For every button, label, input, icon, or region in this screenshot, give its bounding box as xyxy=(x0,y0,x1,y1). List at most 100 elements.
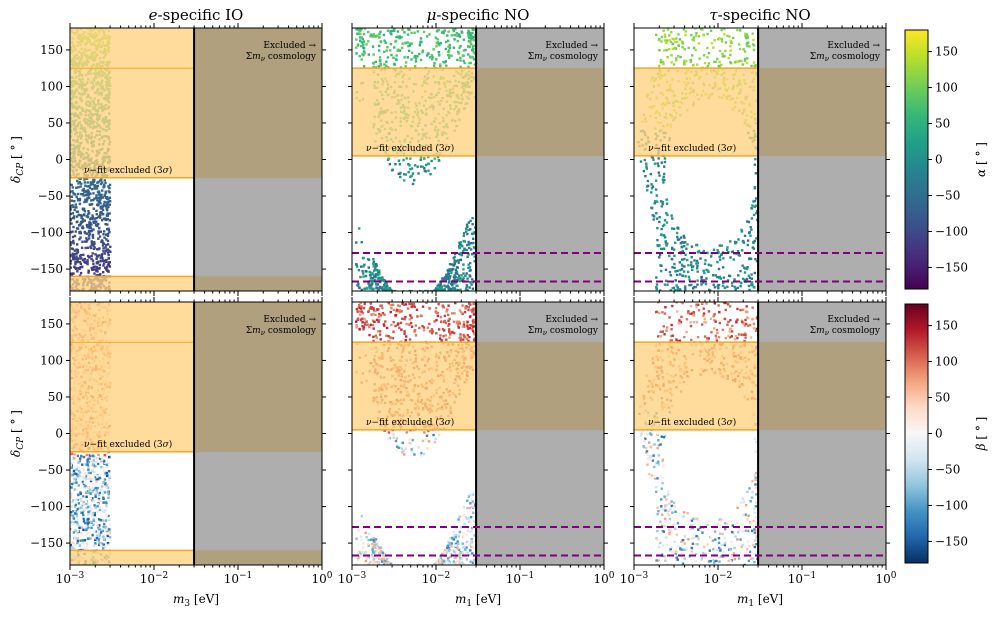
scatter-point xyxy=(651,156,654,159)
scatter-point xyxy=(721,52,724,56)
scatter-point xyxy=(712,248,716,252)
scatter-point xyxy=(411,298,413,300)
scatter-point xyxy=(93,474,96,477)
scatter-point xyxy=(684,288,687,291)
scatter-point xyxy=(747,284,751,288)
scatter-point xyxy=(85,215,88,218)
scatter-point xyxy=(75,255,78,258)
scatter-point xyxy=(664,241,668,245)
scatter-point xyxy=(695,262,698,265)
scatter-point xyxy=(695,32,698,35)
scatter-point xyxy=(716,260,719,264)
scatter-point xyxy=(74,193,77,196)
scatter-point xyxy=(655,276,658,279)
scatter-point xyxy=(445,64,448,67)
scatter-point xyxy=(465,248,468,252)
scatter-point xyxy=(363,263,366,266)
scatter-point xyxy=(729,49,732,52)
scatter-point xyxy=(463,248,466,252)
scatter-point xyxy=(407,295,409,297)
scatter-point xyxy=(99,230,103,233)
scatter-point xyxy=(681,40,684,43)
scatter-point xyxy=(665,41,668,45)
scatter-point xyxy=(400,36,403,39)
scatter-point xyxy=(79,531,82,535)
scatter-point xyxy=(399,295,401,297)
scatter-point xyxy=(107,461,110,464)
scatter-point xyxy=(447,30,450,33)
scatter-point xyxy=(462,232,466,235)
scatter-point xyxy=(97,497,101,501)
scatter-point xyxy=(362,65,366,68)
scatter-point xyxy=(98,457,102,460)
scatter-point xyxy=(657,164,660,168)
scatter-point xyxy=(87,237,91,240)
scatter-point xyxy=(719,253,723,257)
scatter-point xyxy=(100,487,104,490)
scatter-point xyxy=(371,276,375,280)
scatter-point xyxy=(740,228,743,232)
scatter-point xyxy=(445,40,448,44)
scatter-point xyxy=(442,31,445,35)
scatter-point xyxy=(472,51,475,54)
scatter-point xyxy=(441,277,444,280)
scatter-point xyxy=(468,269,471,272)
scatter-point xyxy=(79,265,82,269)
scatter-point xyxy=(104,181,107,185)
scatter-point xyxy=(96,536,99,540)
scatter-point xyxy=(86,225,89,229)
scatter-point xyxy=(471,216,474,220)
scatter-point xyxy=(436,40,440,44)
scatter-point xyxy=(70,208,72,212)
scatter-point xyxy=(376,273,379,277)
scatter-point xyxy=(690,33,693,37)
scatter-point xyxy=(748,276,752,280)
scatter-point xyxy=(407,292,409,294)
scatter-point xyxy=(712,46,715,49)
scatter-point xyxy=(448,280,451,283)
scatter-point xyxy=(453,282,456,285)
scatter-point xyxy=(442,60,445,64)
scatter-point xyxy=(424,299,426,301)
scatter-point xyxy=(70,262,72,265)
scatter-point xyxy=(691,38,694,41)
scatter-point xyxy=(428,293,430,295)
scatter-point xyxy=(746,265,749,269)
scatter-point xyxy=(73,505,77,508)
scatter-point xyxy=(76,518,80,522)
scatter-point xyxy=(81,208,85,211)
scatter-point xyxy=(88,184,91,188)
scatter-point xyxy=(95,266,99,269)
scatter-point xyxy=(361,37,365,41)
scatter-point xyxy=(95,262,99,265)
scatter-point xyxy=(93,530,96,533)
scatter-point xyxy=(379,62,382,65)
scatter-point xyxy=(662,29,665,32)
scatter-point xyxy=(466,53,470,56)
scatter-point xyxy=(404,293,406,295)
scatter-point xyxy=(421,50,424,54)
scatter-point xyxy=(73,474,77,478)
scatter-point xyxy=(410,58,413,61)
scatter-point xyxy=(95,187,99,190)
scatter-point xyxy=(77,266,81,270)
scatter-point xyxy=(427,169,430,172)
scatter-point xyxy=(733,285,736,289)
scatter-point xyxy=(702,33,705,36)
scatter-point xyxy=(675,231,679,235)
scatter-point xyxy=(106,541,110,545)
scatter-point xyxy=(718,60,721,64)
scatter-point xyxy=(405,61,408,64)
scatter-point xyxy=(467,243,470,246)
scatter-point xyxy=(385,283,389,286)
scatter-point xyxy=(461,249,465,253)
scatter-point xyxy=(389,30,392,33)
scatter-point xyxy=(91,452,95,456)
plot-area xyxy=(352,28,604,301)
scatter-point xyxy=(365,287,368,290)
scatter-point xyxy=(96,509,99,513)
scatter-point xyxy=(657,244,660,248)
scatter-point xyxy=(70,254,72,258)
scatter-point xyxy=(655,33,658,37)
